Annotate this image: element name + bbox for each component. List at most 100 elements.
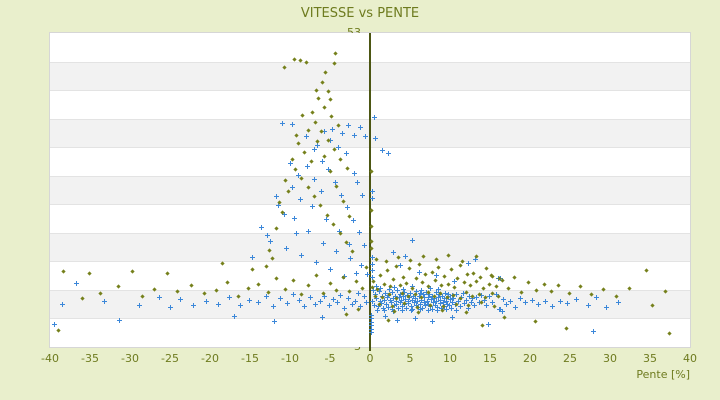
data-point-blue <box>462 301 468 307</box>
data-point-blue <box>406 301 412 307</box>
data-point-blue <box>384 294 390 300</box>
data-point-blue <box>487 294 493 300</box>
x-tick-label: 20 <box>523 352 537 365</box>
data-point-blue <box>439 306 445 312</box>
data-point-blue <box>432 296 437 302</box>
data-point-blue <box>276 203 281 209</box>
data-point-blue <box>496 306 502 312</box>
data-point-blue <box>273 193 279 199</box>
data-point-blue <box>380 148 385 154</box>
x-tick-label: 10 <box>443 352 457 365</box>
data-point-blue <box>421 300 427 306</box>
data-point-blue <box>470 295 476 301</box>
data-point-blue <box>468 299 474 305</box>
data-point-blue <box>436 286 442 292</box>
data-point-blue <box>413 302 419 308</box>
data-point-blue <box>574 297 580 303</box>
data-point-blue <box>308 294 313 300</box>
data-point-blue <box>371 287 377 293</box>
data-point-blue <box>414 289 420 295</box>
data-point-blue <box>338 293 344 299</box>
data-point-blue <box>312 146 317 152</box>
data-point-blue <box>481 298 487 304</box>
data-point-blue <box>417 291 423 297</box>
data-point-blue <box>364 300 369 306</box>
data-point-blue <box>446 292 452 298</box>
data-point-blue <box>529 297 535 303</box>
data-point-blue <box>395 288 401 294</box>
data-point-blue <box>452 278 457 284</box>
data-point-blue <box>394 301 400 307</box>
data-point-blue <box>391 250 397 256</box>
data-point-blue <box>319 189 325 195</box>
data-point-blue <box>444 301 450 307</box>
data-point-blue <box>409 297 415 303</box>
data-point-blue <box>264 232 270 238</box>
data-point-blue <box>382 297 388 303</box>
data-point-blue <box>404 306 409 312</box>
data-point-blue <box>369 274 375 280</box>
data-point-blue <box>498 307 504 313</box>
data-point-blue <box>472 257 478 263</box>
data-point-blue <box>348 255 353 261</box>
x-tick-label: -25 <box>161 352 179 365</box>
data-point-blue <box>416 269 422 275</box>
data-point-blue <box>369 330 375 336</box>
data-point-blue <box>396 295 402 301</box>
data-point-blue <box>299 253 305 259</box>
data-point-blue <box>268 239 273 245</box>
data-point-blue <box>472 302 477 308</box>
x-tick-label: -30 <box>121 352 139 365</box>
x-tick-label: 35 <box>643 352 657 365</box>
data-point-blue <box>271 303 277 309</box>
data-point-blue <box>381 307 387 313</box>
data-point-blue <box>449 314 455 320</box>
data-point-blue <box>356 230 362 236</box>
data-point-blue <box>73 281 79 287</box>
data-point-blue <box>329 126 335 132</box>
data-point-blue <box>278 296 284 302</box>
x-tick-label: 0 <box>366 352 374 365</box>
data-point-blue <box>296 173 301 179</box>
data-point-blue <box>334 249 340 255</box>
data-point-blue <box>438 297 444 303</box>
data-point-blue <box>389 290 395 296</box>
data-point-blue <box>369 254 375 260</box>
data-point-blue <box>357 125 363 131</box>
data-point-blue <box>304 164 310 170</box>
data-point-blue <box>280 120 285 126</box>
data-point-blue <box>430 319 436 325</box>
data-point-blue <box>397 299 403 305</box>
data-point-blue <box>456 299 461 305</box>
data-point-blue <box>216 301 221 307</box>
data-point-blue <box>391 296 397 302</box>
data-point-blue <box>500 309 505 315</box>
data-point-blue <box>320 315 325 321</box>
data-point-blue <box>259 225 265 231</box>
data-point-blue <box>476 300 482 306</box>
x-tick-label: -20 <box>201 352 219 365</box>
data-point-blue <box>504 301 509 307</box>
data-point-blue <box>345 123 351 129</box>
x-tick-label: -15 <box>241 352 259 365</box>
data-point-blue <box>264 294 269 300</box>
data-point-blue <box>359 263 365 269</box>
data-point-blue <box>425 302 431 308</box>
data-point-blue <box>353 270 359 276</box>
data-point-blue <box>369 189 375 195</box>
data-point-blue <box>408 303 414 309</box>
data-point-blue <box>369 316 375 322</box>
x-tick-label: -35 <box>81 352 99 365</box>
data-point-blue <box>453 307 459 313</box>
data-point-blue <box>435 307 441 313</box>
data-point-blue <box>372 115 377 121</box>
data-point-blue <box>335 299 341 305</box>
data-point-blue <box>444 307 450 313</box>
data-point-blue <box>376 289 382 295</box>
data-point-blue <box>227 295 233 301</box>
data-point-blue <box>543 299 549 305</box>
data-point-blue <box>408 290 413 296</box>
data-point-blue <box>388 298 393 304</box>
data-point-blue <box>434 273 440 279</box>
data-point-blue <box>500 297 506 303</box>
